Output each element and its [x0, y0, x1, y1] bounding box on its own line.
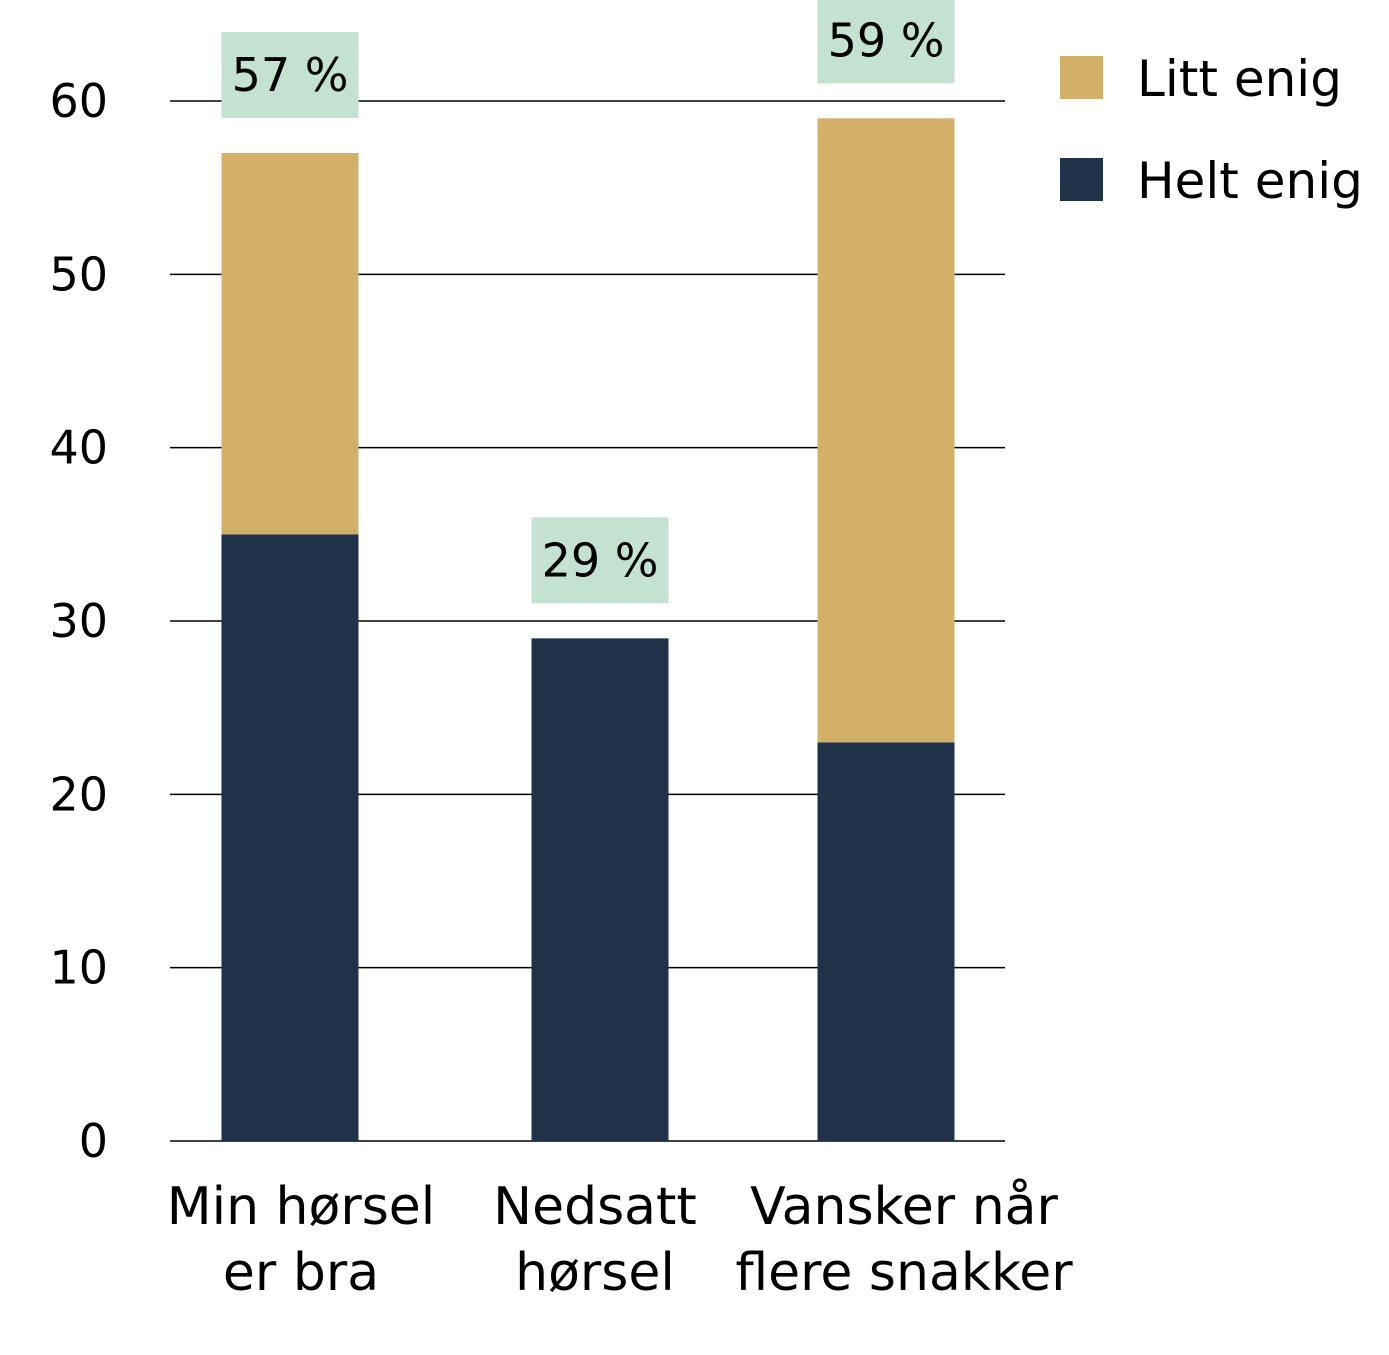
bars [221, 118, 955, 1141]
total-label: 29 % [542, 533, 659, 587]
category-label: Nedsatt [493, 1177, 697, 1237]
legend-label: Helt enig [1137, 152, 1363, 210]
legend-swatch [1060, 56, 1103, 99]
y-tick-label: 40 [49, 421, 108, 475]
y-tick-label: 50 [49, 247, 108, 301]
bar-segment [221, 153, 359, 535]
bar-segment [221, 534, 359, 1141]
category-label: Min hørsel [167, 1177, 435, 1237]
category-label: Vansker når [750, 1177, 1058, 1237]
total-label-box [221, 32, 359, 118]
total-labels: 57 % 29 % 59 % [221, 0, 955, 604]
total-label: 59 % [828, 13, 945, 67]
legend-label: Litt enig [1137, 50, 1342, 108]
total-label-box [531, 517, 669, 604]
y-tick-label: 20 [49, 767, 108, 821]
y-tick-label: 0 [79, 1114, 108, 1168]
total-label: 57 % [232, 48, 349, 102]
y-tick-label: 10 [49, 941, 108, 995]
legend: Litt enig Helt enig [1060, 50, 1363, 210]
total-label-box [817, 0, 955, 84]
category-label: flere snakker [735, 1243, 1073, 1303]
category-label: er bra [223, 1243, 379, 1303]
bar-segment [531, 638, 669, 1141]
bar-segment [817, 742, 955, 1141]
category-label: hørsel [515, 1243, 675, 1303]
y-tick-label: 60 [49, 74, 108, 128]
legend-swatch [1060, 158, 1103, 201]
y-tick-label: 30 [49, 594, 108, 648]
bar-segment [817, 118, 955, 743]
